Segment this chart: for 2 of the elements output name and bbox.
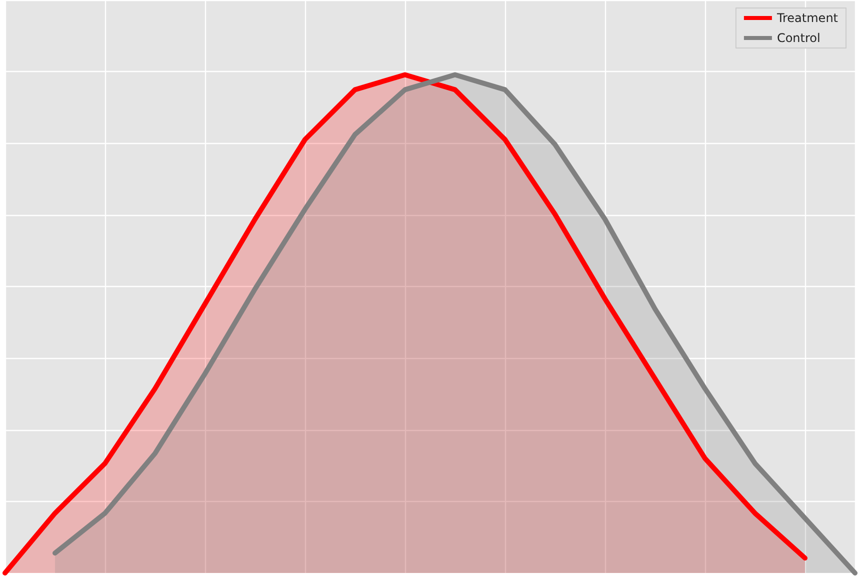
legend-label: Control [776,31,820,45]
legend-label: Treatment [776,11,838,25]
